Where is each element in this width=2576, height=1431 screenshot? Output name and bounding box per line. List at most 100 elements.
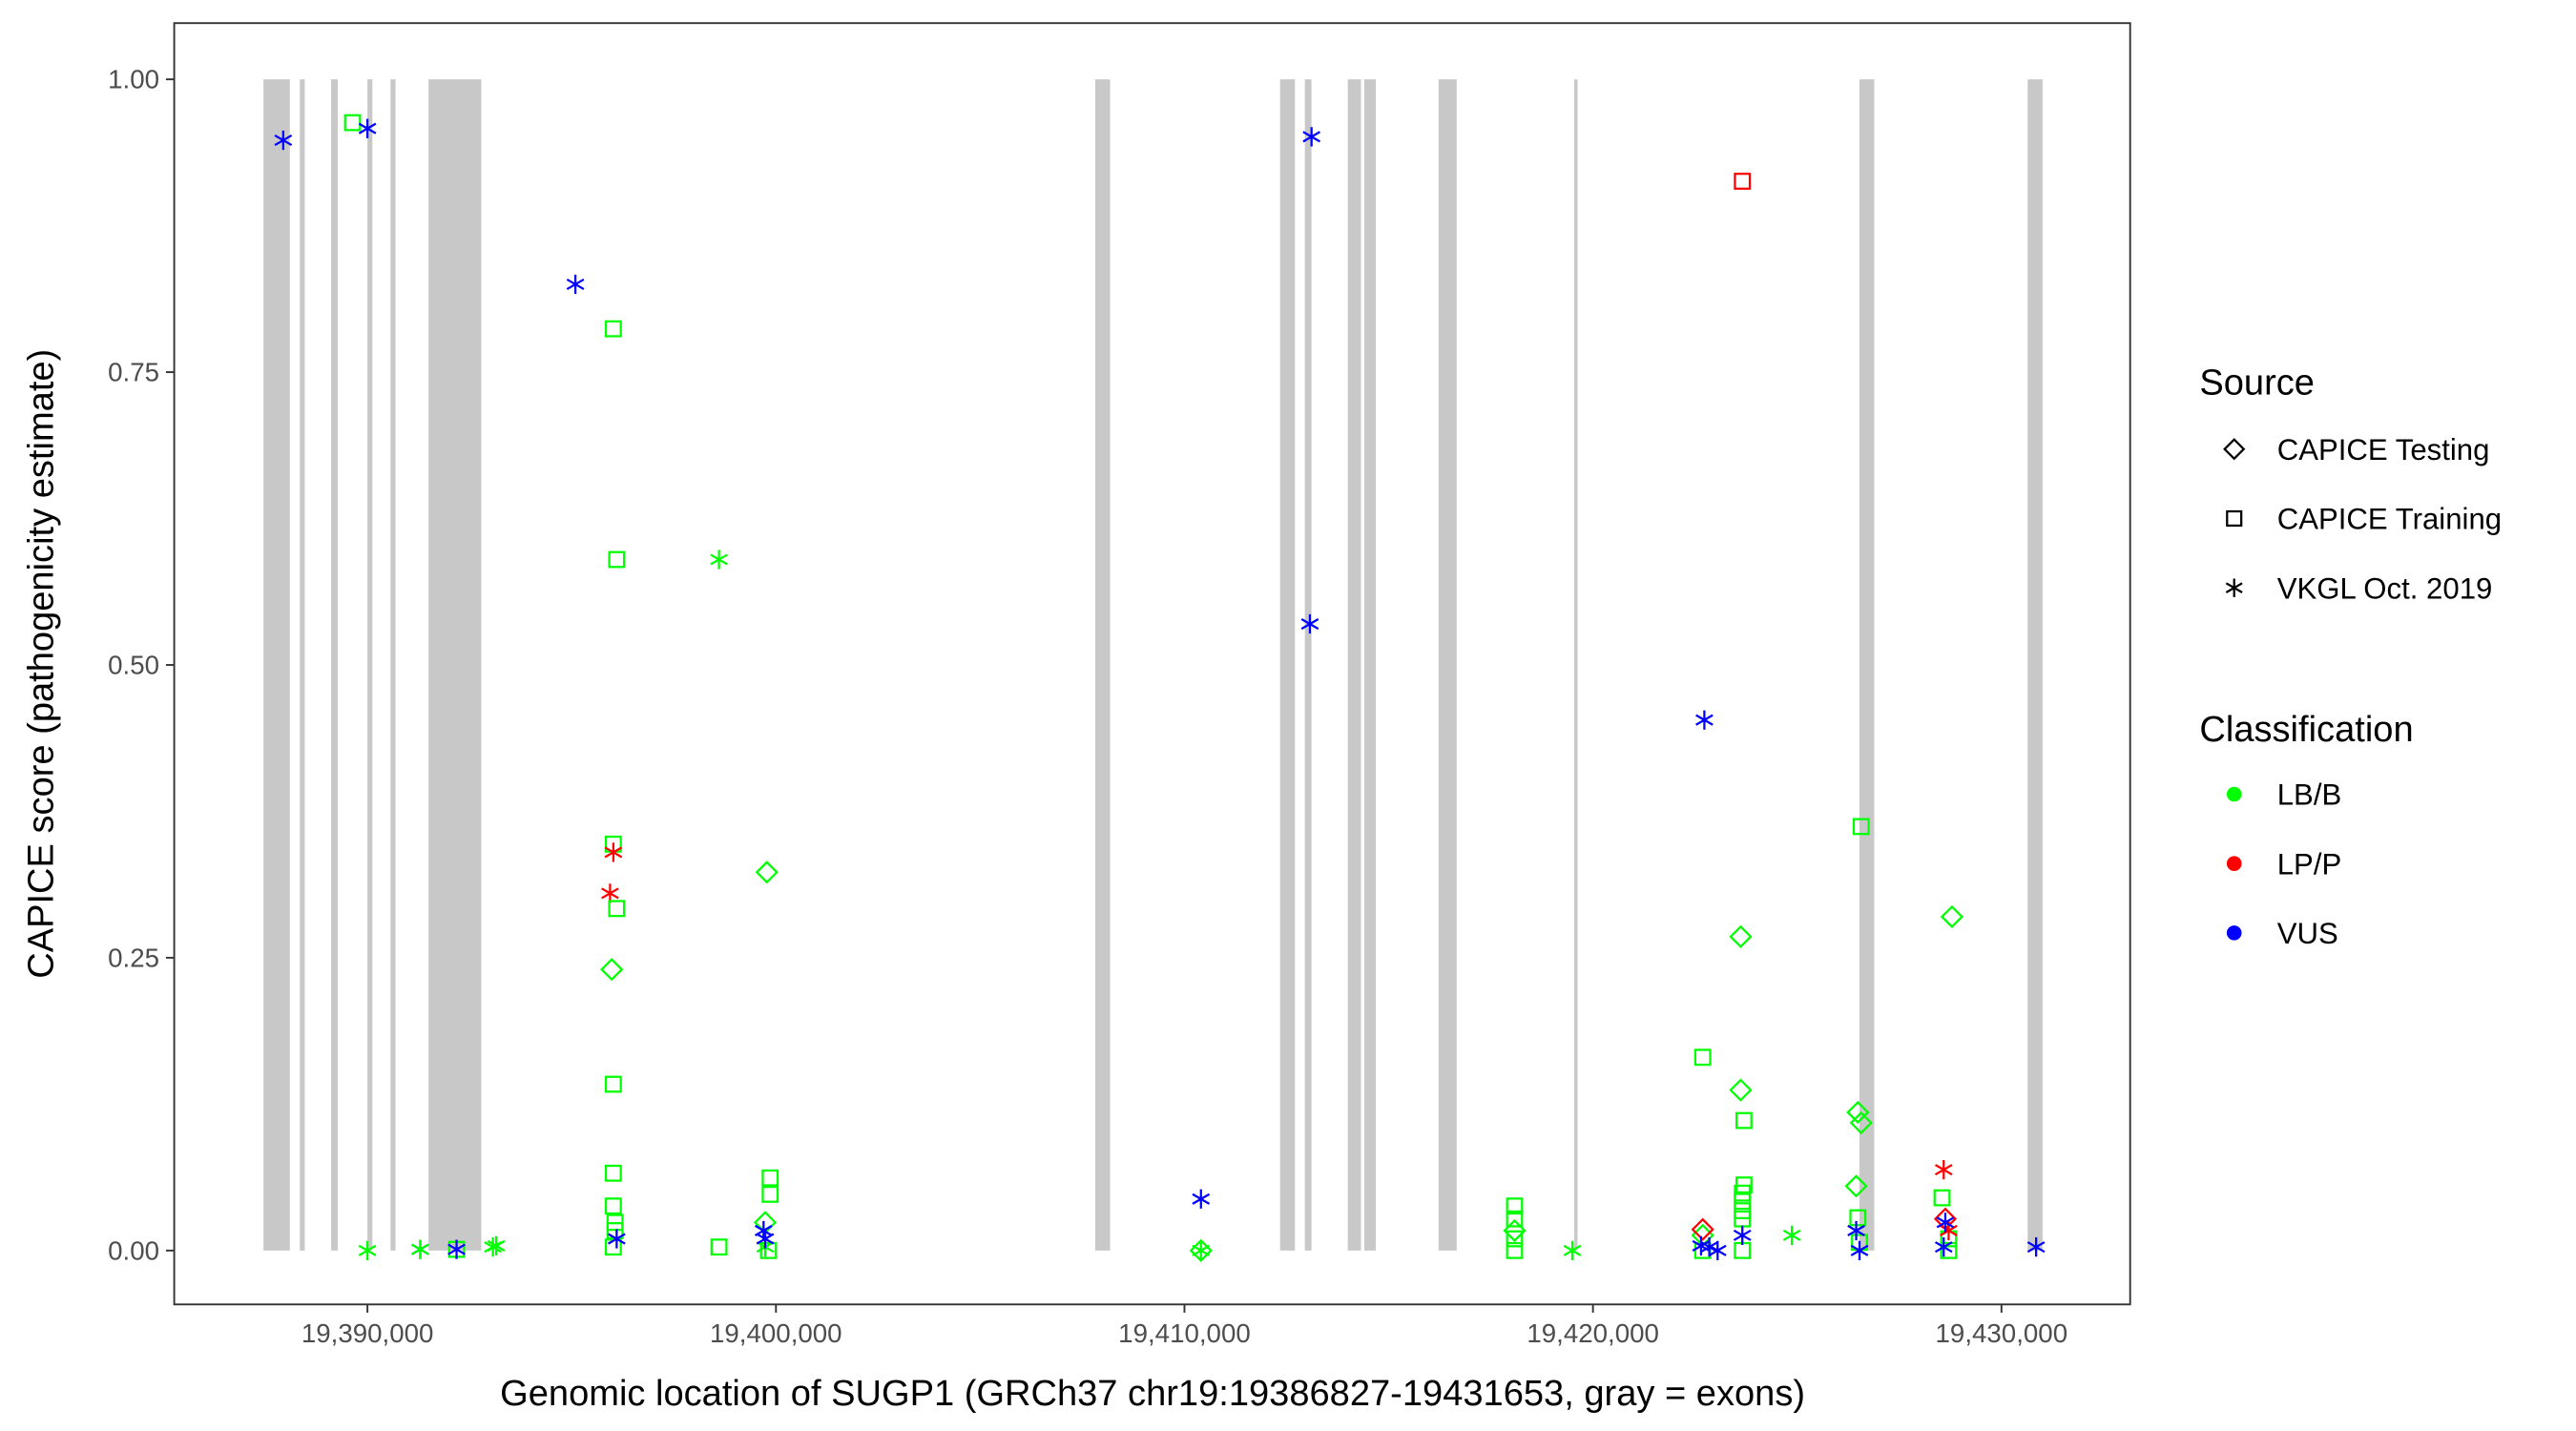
data-points	[274, 114, 2046, 1262]
legend-color-dot-icon	[2226, 856, 2242, 871]
data-point-testing	[1940, 904, 1964, 929]
y-tick-label: 1.00	[108, 65, 159, 94]
exon-band	[300, 79, 305, 1251]
data-point-vkgl	[1302, 127, 1321, 147]
data-point-vkgl	[1700, 1237, 1718, 1257]
data-point-training	[1734, 1192, 1752, 1211]
data-point-vkgl	[1695, 710, 1714, 730]
exon-band	[1347, 79, 1361, 1251]
legend-source-label: VKGL Oct. 2019	[2277, 571, 2493, 605]
data-point-vkgl	[1300, 613, 1319, 634]
data-point-vkgl	[1192, 1240, 1211, 1260]
data-point-vkgl	[604, 842, 623, 862]
y-axis-title: CAPICE score (pathogenicity estimate)	[21, 349, 61, 979]
legend: Source CAPICE Testing CAPICE Training VKGL…	[2199, 363, 2502, 950]
data-point-vkgl	[608, 1229, 626, 1249]
data-point-training	[608, 900, 626, 918]
data-point-vkgl	[756, 1229, 775, 1249]
data-point-training	[710, 1238, 728, 1256]
exon-band	[1438, 79, 1457, 1251]
legend-diamond-icon	[2223, 438, 2246, 461]
data-point-vkgl	[566, 274, 585, 295]
x-tick-label: 19,390,000	[301, 1318, 434, 1348]
data-point-testing	[1729, 924, 1753, 948]
data-point-training	[604, 1164, 622, 1182]
data-point-training	[1506, 1241, 1524, 1259]
y-tick-label: 0.25	[108, 943, 159, 972]
exon-band	[1859, 79, 1875, 1251]
data-point-training	[604, 1075, 622, 1093]
data-point-training	[1693, 1048, 1712, 1067]
legend-color-dot-icon	[2226, 925, 2242, 941]
data-point-vkgl	[411, 1239, 429, 1259]
data-point-testing	[1849, 1110, 1873, 1135]
exon-band	[1363, 79, 1377, 1251]
data-point-training	[604, 1197, 622, 1215]
legend-source-items: CAPICE Testing CAPICE Training VKGL Oct. 2…	[2223, 433, 2502, 605]
x-tick-label: 19,420,000	[1527, 1318, 1659, 1348]
data-point-training	[1734, 173, 1752, 190]
data-point-training	[1852, 818, 1870, 836]
legend-classification-items: LB/B LP/P VUS	[2226, 778, 2342, 950]
data-point-vkgl	[1934, 1237, 1953, 1257]
data-point-vkgl	[1934, 1159, 1953, 1180]
legend-title-source: Source	[2199, 363, 2315, 404]
y-tick-label: 0.50	[108, 651, 159, 680]
data-point-training	[1506, 1230, 1524, 1248]
data-point-training	[1933, 1189, 1951, 1207]
legend-title-classification: Classification	[2199, 710, 2413, 750]
plot-panel-border	[173, 22, 2131, 1306]
exon-band	[263, 79, 290, 1251]
data-point-vkgl	[358, 118, 377, 138]
legend-classification-label: VUS	[2277, 917, 2338, 950]
data-point-training	[604, 320, 622, 338]
data-point-vkgl	[1847, 1220, 1865, 1241]
data-point-vkgl	[1733, 1225, 1752, 1245]
exon-band	[428, 79, 482, 1251]
data-point-vkgl	[358, 1240, 377, 1260]
data-point-training	[1506, 1210, 1524, 1228]
legend-source-label: CAPICE Training	[2277, 503, 2502, 536]
legend-color-dot-icon	[2226, 786, 2242, 802]
data-point-training	[343, 114, 362, 132]
data-point-testing	[1691, 1217, 1714, 1241]
exon-band	[2027, 79, 2043, 1251]
data-point-vkgl	[1850, 1240, 1869, 1260]
data-point-vkgl	[1936, 1213, 1955, 1233]
data-point-training	[761, 1185, 779, 1203]
exon-band	[390, 79, 396, 1251]
y-tick-label: 0.00	[108, 1235, 159, 1265]
x-axis-title: Genomic location of SUGP1 (GRCh37 chr19:…	[500, 1374, 1805, 1414]
legend-asterisk-icon	[2225, 578, 2243, 597]
data-point-vkgl	[274, 130, 293, 151]
data-point-training	[761, 1169, 779, 1187]
x-tick-label: 19,430,000	[1936, 1318, 2068, 1348]
data-point-testing	[755, 861, 779, 884]
data-point-training	[1849, 1209, 1867, 1227]
y-tick-label: 0.75	[108, 358, 159, 387]
x-axis: 19,390,000 19,400,000 19,410,000 19,420,000…	[301, 1304, 2067, 1348]
legend-source-label: CAPICE Testing	[2277, 433, 2490, 467]
exon-band	[1094, 79, 1111, 1251]
exon-bands	[263, 79, 2043, 1251]
data-point-testing	[1729, 1078, 1753, 1102]
exon-band	[1574, 79, 1578, 1251]
x-tick-label: 19,400,000	[710, 1318, 842, 1348]
data-point-vkgl	[1708, 1240, 1727, 1260]
legend-square-icon	[2226, 509, 2243, 528]
data-point-testing	[1846, 1100, 1870, 1125]
data-point-testing	[1503, 1218, 1527, 1243]
data-point-testing	[600, 958, 624, 982]
data-point-vkgl	[2026, 1237, 2046, 1257]
exon-band	[331, 79, 338, 1251]
data-point-vkgl	[1192, 1189, 1211, 1209]
data-point-vkgl	[710, 550, 728, 570]
exon-band	[1279, 79, 1296, 1251]
exon-band	[367, 79, 373, 1251]
data-point-training	[608, 550, 626, 569]
data-point-training	[1506, 1197, 1524, 1215]
data-point-vkgl	[1782, 1225, 1801, 1245]
legend-classification-label: LB/B	[2277, 778, 2342, 812]
exon-band	[1304, 79, 1312, 1251]
